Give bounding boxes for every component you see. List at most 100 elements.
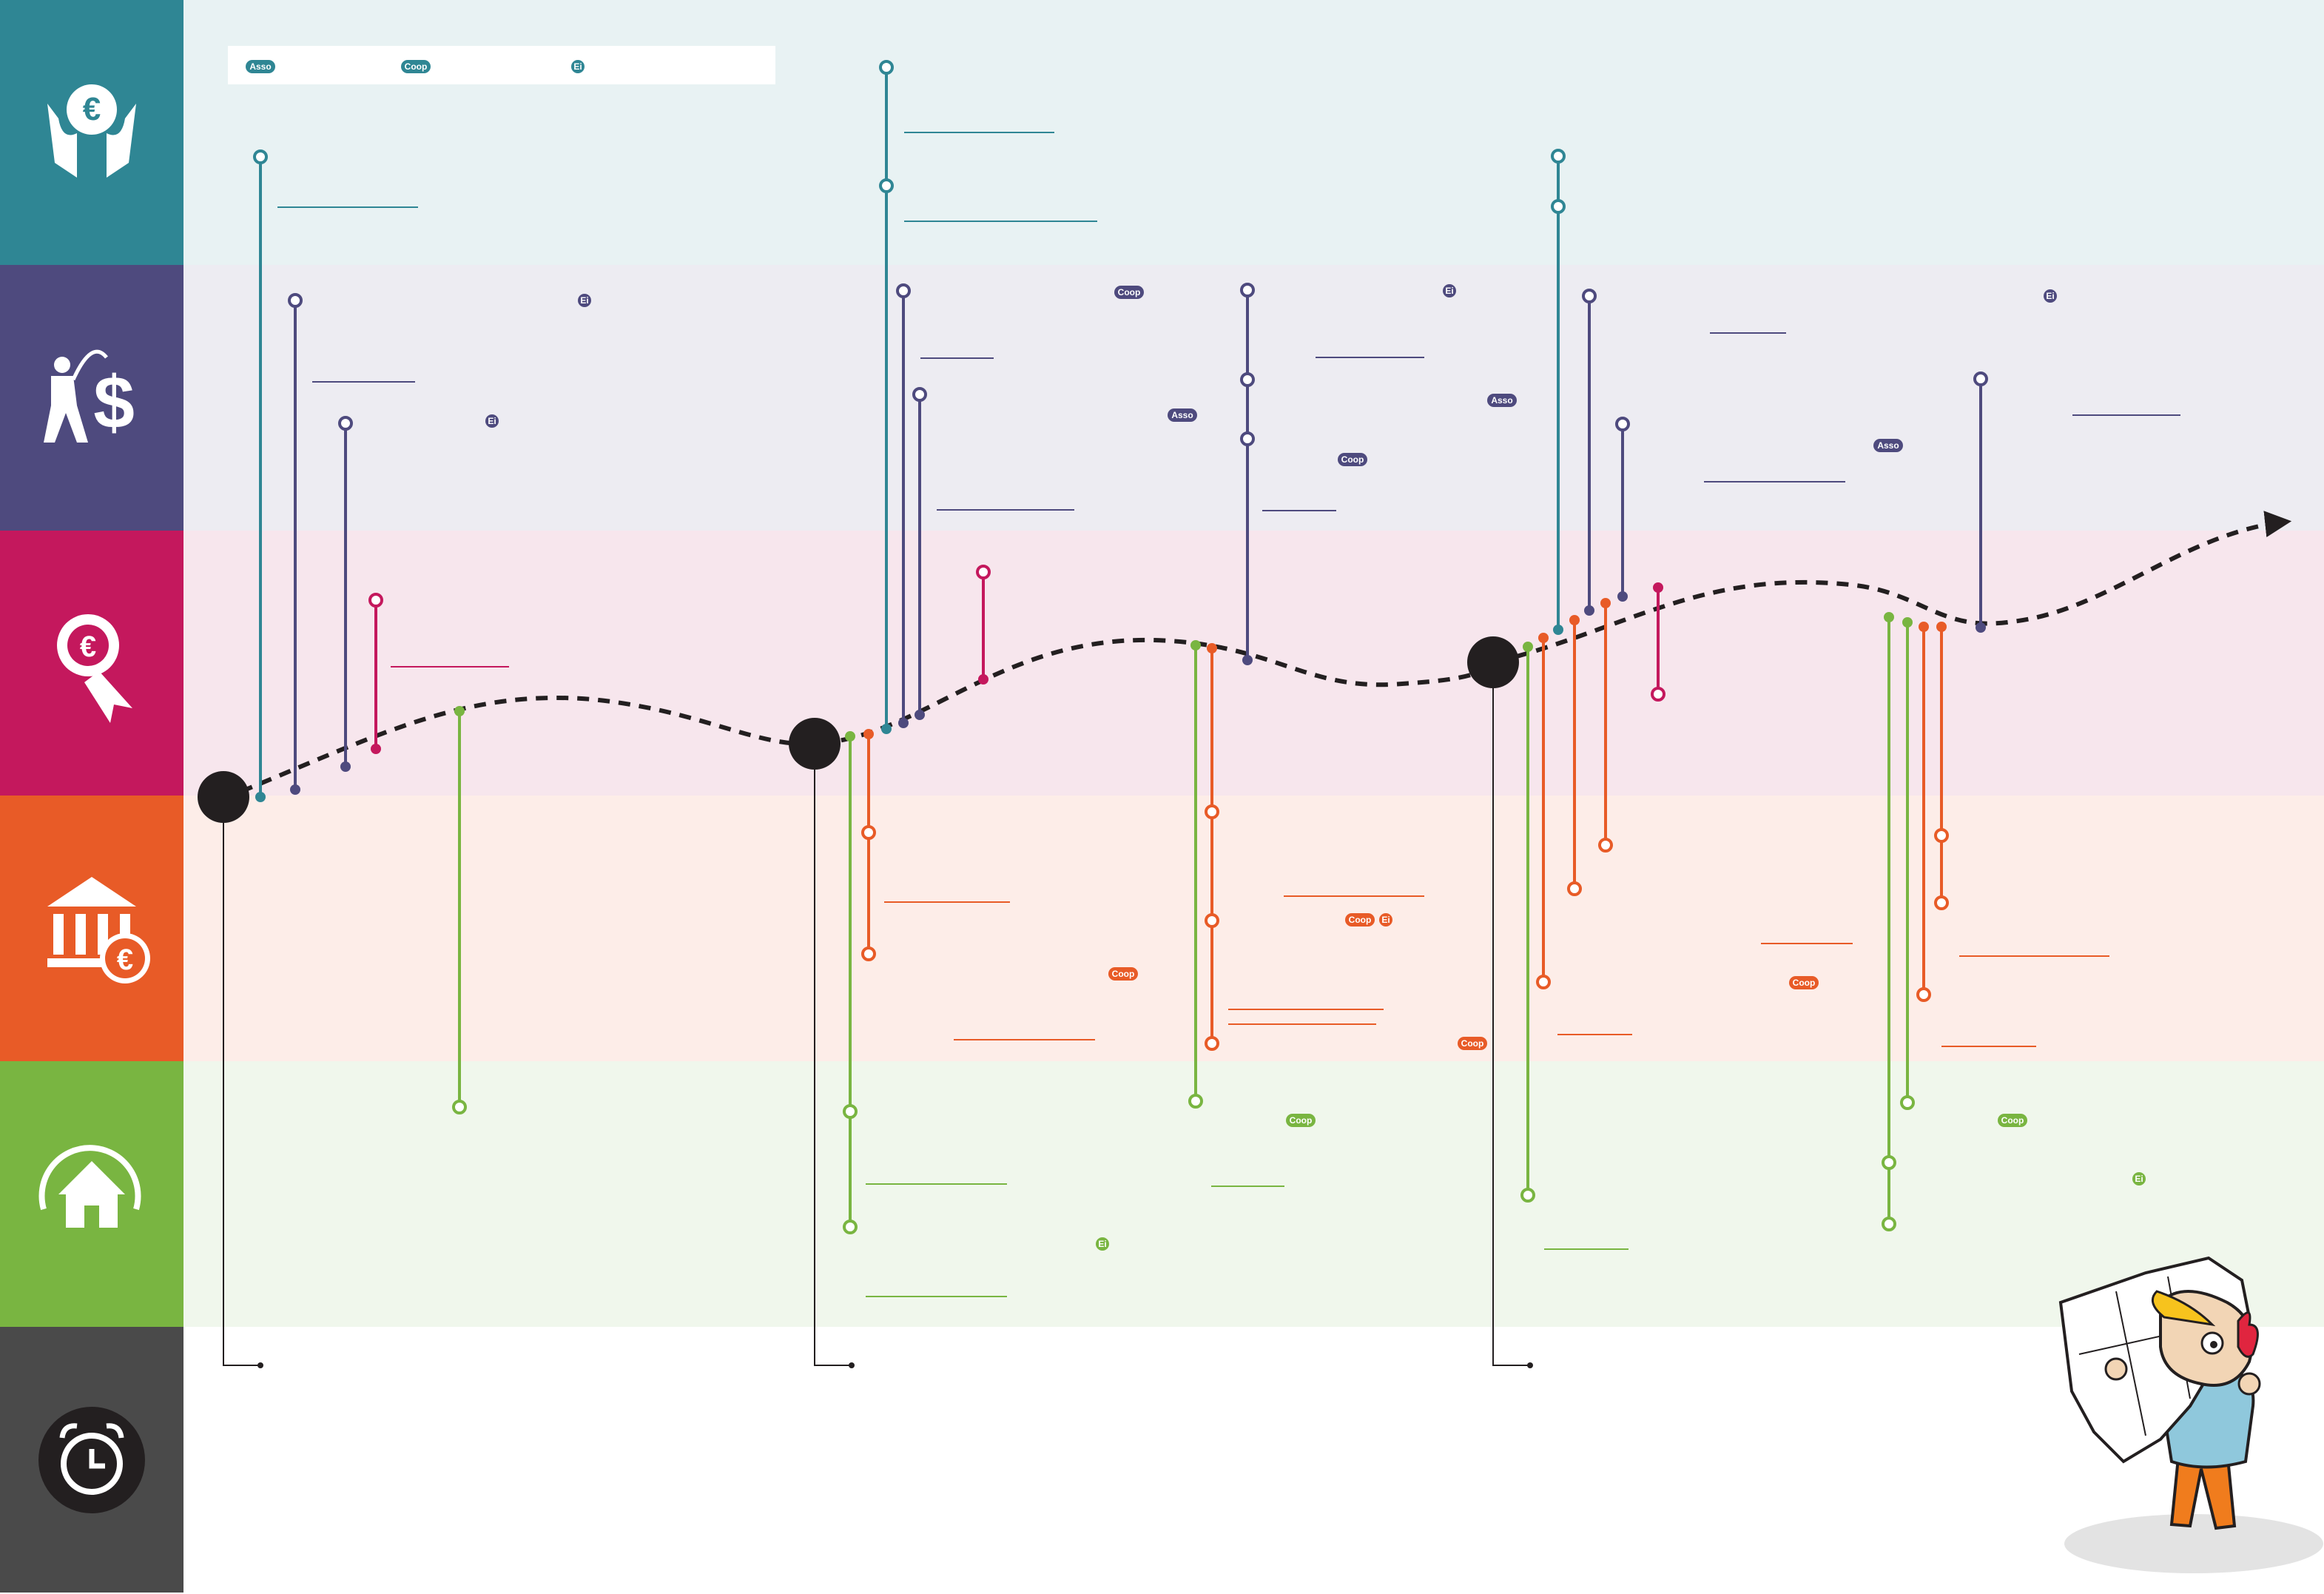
stem-base-dot (255, 792, 266, 802)
euro-glyph: € (83, 91, 101, 127)
stem-base-dot (1190, 640, 1201, 650)
hands-shape (47, 104, 136, 178)
badge-label: Coop (1341, 454, 1364, 465)
stem-open-marker (1651, 687, 1665, 702)
stem-open-marker (1973, 371, 1988, 386)
stem-open-marker (1205, 804, 1219, 819)
stem-base-dot (1617, 591, 1628, 602)
fishing-dollar-icon: $ (44, 349, 135, 444)
badge-pill (578, 294, 591, 307)
band-fundraising (183, 265, 2324, 531)
stem-base-dot (845, 731, 855, 741)
stem-open-marker (1551, 149, 1566, 164)
badge-label: Ei (2046, 291, 2054, 301)
badge-bank: Ei (1379, 913, 1392, 927)
badge-label: Asso (1877, 440, 1899, 451)
stem-open-marker (1934, 895, 1949, 910)
badge-bank: Coop (1108, 967, 1138, 981)
badge-pill (1108, 967, 1138, 981)
badge-label: Asso (1171, 410, 1193, 420)
stem-open-marker (1520, 1188, 1535, 1203)
milestones (198, 636, 1533, 1368)
badge-pill (1458, 1037, 1487, 1050)
stem-open-marker (1934, 828, 1949, 843)
stem-base-dot (1553, 625, 1563, 635)
alarm-clock-icon (38, 1407, 145, 1513)
milestone-connector (223, 797, 260, 1366)
stem-base-dot (863, 729, 874, 739)
stem-open-marker (1188, 1094, 1203, 1109)
badge-pill (1443, 284, 1456, 297)
badge-bank: Coop (1458, 1037, 1487, 1050)
house-cycle-icon (38, 1145, 141, 1228)
fishing-rod (71, 349, 108, 381)
badge-pill (246, 60, 275, 73)
stem-base-dot (1569, 615, 1580, 625)
clock-face (61, 1433, 123, 1495)
badges: Ei Ei Coop Asso Coop Ei Asso Asso Ei Coop Ei Coop Co… (485, 284, 2146, 1251)
cycle-arrow (38, 1145, 141, 1211)
badge-fundraising: Ei (485, 414, 499, 428)
milestone-connector (1492, 662, 1530, 1366)
badge-label: Ei (573, 61, 582, 72)
badge-housing: Coop (1998, 1114, 2027, 1127)
character-crest (2237, 1311, 2259, 1358)
stem-base-dot (371, 744, 381, 754)
coin-inner (105, 938, 145, 978)
bank-column (75, 914, 86, 955)
stem-open-marker (253, 149, 268, 164)
badge-label: Coop (1118, 287, 1141, 297)
badge-label: Coop (1290, 1115, 1313, 1126)
stem-open-marker (879, 178, 894, 193)
badge-pill (2044, 289, 2057, 303)
stem-open-marker (368, 593, 383, 608)
stem-open-marker (861, 946, 876, 961)
milestone-dot (789, 718, 841, 770)
legend-box (228, 46, 775, 84)
badge-fundraising: Ei (2044, 289, 2057, 303)
stem-open-marker (1916, 987, 1931, 1002)
stem-open-marker (1615, 417, 1630, 431)
badge-label: Coop (1349, 915, 1372, 925)
stem-open-marker (879, 60, 894, 75)
stem-base-dot (1936, 622, 1947, 632)
badge-label: Ei (580, 295, 588, 306)
legend: Asso Coop Ei (228, 46, 775, 84)
sidebar-bank (0, 796, 183, 1061)
badge-pill (485, 414, 499, 428)
coin-shape (67, 84, 117, 135)
milestone-dot (1467, 636, 1519, 688)
badge-pill (1286, 1114, 1316, 1127)
stem-open-marker (1567, 881, 1582, 896)
badge-bank: Coop (1345, 913, 1375, 927)
category-sidebar: € $ € € (0, 0, 183, 1593)
stem-base-dot (1600, 598, 1611, 608)
stem-open-marker (1551, 199, 1566, 214)
stem-open-marker (1598, 838, 1613, 853)
badge-pill (401, 60, 431, 73)
ribbon-shape (84, 671, 132, 723)
badge-pill (1873, 439, 1903, 452)
milestone-dot (198, 771, 249, 823)
stem-open-marker (338, 416, 353, 431)
badge-housing: Ei (2132, 1172, 2146, 1186)
stem-open-marker (1205, 913, 1219, 928)
stem-base-dot (1919, 622, 1929, 632)
badge-label: Ei (488, 416, 496, 426)
stem-open-marker (843, 1220, 858, 1234)
stem-base-dot (1902, 617, 1913, 628)
dollar-glyph: $ (93, 361, 135, 444)
badge-pill (571, 60, 585, 73)
badge-fundraising: Asso (1487, 394, 1517, 407)
character-pupil (2210, 1341, 2217, 1348)
badge-fundraising: Asso (1168, 408, 1197, 422)
badge-label: Asso (1491, 395, 1512, 406)
stem-base-dot (1523, 642, 1533, 652)
house-shape (58, 1161, 125, 1228)
badge-label: Ei (1098, 1239, 1106, 1249)
stem-open-marker (1582, 289, 1597, 303)
character-beak (2151, 1290, 2216, 1327)
band-bank (183, 796, 2324, 1061)
label-lines (277, 132, 2180, 1297)
